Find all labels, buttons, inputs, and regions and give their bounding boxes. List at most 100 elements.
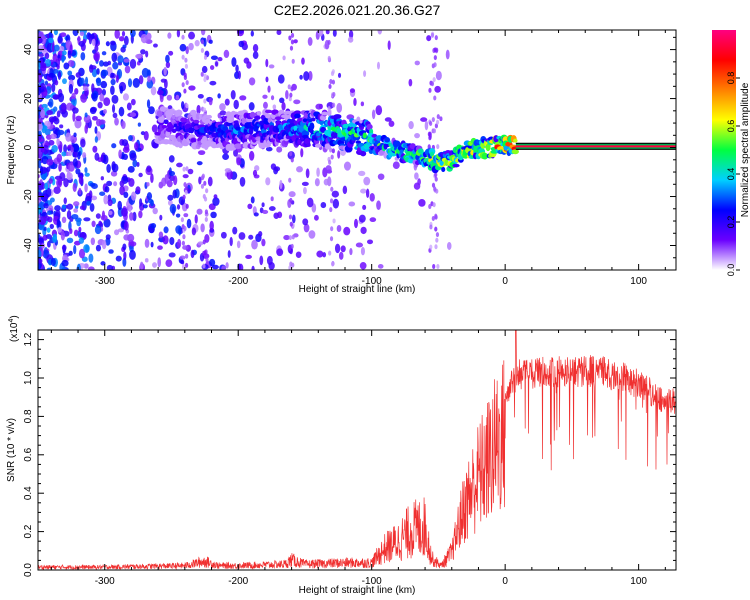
spectrogram-noise-cell <box>295 251 302 258</box>
spectrogram-signal-cell <box>294 113 301 119</box>
spectrogram-noise-cell <box>219 110 227 116</box>
spectrogram-streak-cell <box>287 246 292 252</box>
spectrogram-noise-cell <box>51 43 56 53</box>
spectrogram-noise-cell <box>150 241 154 248</box>
spectrogram-noise-cell <box>66 203 74 210</box>
spectrogram-noise-cell <box>190 249 195 259</box>
spectrogram-streak-cell <box>181 34 185 40</box>
spectrogram-noise-cell <box>250 30 254 37</box>
spectrogram-noise-cell <box>40 109 46 119</box>
spectrogram-noise-cell <box>227 250 231 258</box>
spectrogram-streak-cell <box>200 39 205 45</box>
spectrogram-noise-cell <box>100 80 108 89</box>
spectrogram-noise-cell <box>105 234 111 240</box>
spectrogram-signal-cell <box>324 143 332 150</box>
spectrogram-noise-cell <box>38 237 44 243</box>
spectrogram-noise-cell <box>248 234 254 240</box>
spectrogram-noise-cell <box>150 173 154 184</box>
spectrogram-streak-cell <box>181 54 185 60</box>
spectrogram-noise-cell <box>38 36 43 43</box>
spectrogram-noise-cell <box>91 67 98 78</box>
spectrogram-noise-cell <box>252 44 259 53</box>
spectrogram-noise-cell <box>88 253 94 263</box>
spectrogram-noise-cell <box>52 94 60 100</box>
spectrogram-noise-cell <box>90 237 96 246</box>
spectrogram-signal-cell <box>371 133 378 138</box>
spectrogram-noise-cell <box>165 61 171 69</box>
spectrogram-noise-cell <box>101 69 109 77</box>
spectrogram-noise-cell <box>408 121 414 130</box>
spectrogram-noise-cell <box>358 170 366 177</box>
spectrogram-noise-cell <box>71 98 76 106</box>
spectrogram-signal-cell <box>452 163 460 168</box>
spectrogram-noise-cell <box>138 75 144 85</box>
spectrogram-streak-cell <box>434 213 438 219</box>
snr-multiplier: (x104) <box>8 315 20 342</box>
spectrogram-noise-cell <box>180 101 185 110</box>
spectrogram-noise-cell <box>106 264 113 270</box>
spectrogram-signal-cell <box>306 143 311 147</box>
spectrogram-noise-cell <box>129 241 137 247</box>
spectrogram-noise-cell <box>230 89 236 100</box>
spectrogram-streak-cell <box>200 183 205 189</box>
spectrogram-noise-cell <box>366 239 374 245</box>
spectrogram-noise-cell <box>150 199 154 207</box>
spectrogram-noise-cell <box>272 104 277 110</box>
spectrogram-noise-cell <box>52 53 58 63</box>
spectrogram-noise-cell <box>123 251 127 260</box>
spectrogram-noise-cell <box>42 144 49 155</box>
spectrogram-noise-cell <box>68 250 73 256</box>
spectrogram-noise-cell <box>73 229 79 237</box>
spectrogram-noise-cell <box>270 95 275 101</box>
spectrogram-noise-cell <box>140 33 148 44</box>
spectrogram-noise-cell <box>194 39 200 47</box>
spectrogram-noise-cell <box>414 172 419 180</box>
spectrogram-noise-cell <box>49 223 55 230</box>
spectrogram-streak-cell <box>184 57 188 63</box>
spectrogram-streak-cell <box>202 107 207 113</box>
spectrogram-streak-cell <box>436 114 440 120</box>
spectrogram-noise-cell <box>45 187 52 198</box>
spectrogram-y-tick-label: -40 <box>23 238 34 253</box>
spectrogram-signal-cell <box>384 137 391 143</box>
spectrogram-noise-cell <box>57 129 65 136</box>
spectrogram-noise-cell <box>277 211 283 219</box>
spectrogram-noise-cell <box>38 85 42 96</box>
spectrogram-noise-cell <box>369 193 375 202</box>
spectrogram-noise-cell <box>132 211 137 222</box>
spectrogram-noise-cell <box>188 31 196 40</box>
spectrogram-noise-cell <box>198 176 202 185</box>
spectrogram-streak-cell <box>327 39 331 45</box>
spectrogram-noise-cell <box>316 250 324 258</box>
spectrogram-noise-cell <box>106 164 111 173</box>
spectrogram-noise-cell <box>46 227 51 233</box>
spectrogram-noise-cell <box>261 238 266 247</box>
spectrogram-noise-cell <box>110 78 116 86</box>
spectrogram-noise-cell <box>188 42 194 51</box>
spectrogram-x-tick-label: -100 <box>362 276 382 287</box>
spectrogram-noise-cell <box>348 30 354 39</box>
spectrogram-signal-cell <box>180 117 188 123</box>
spectrogram-noise-cell <box>38 72 43 83</box>
spectrogram-noise-cell <box>281 102 286 111</box>
spectrogram-noise-cell <box>172 189 177 199</box>
spectrogram-noise-cell <box>377 173 385 180</box>
spectrogram-noise-cell <box>146 69 151 77</box>
spectrogram-noise-cell <box>73 201 80 207</box>
spectrogram-signal-cell <box>156 110 163 118</box>
spectrogram-noise-cell <box>102 61 109 67</box>
spectrogram-noise-cell <box>175 213 181 218</box>
spectrogram-noise-cell <box>308 230 316 239</box>
spectrogram-noise-cell <box>336 102 343 113</box>
spectrogram-noise-cell <box>214 61 219 67</box>
spectrogram-noise-cell <box>376 61 380 70</box>
spectrogram-signal-cell <box>304 138 311 145</box>
spectrogram-x-tick-label: -200 <box>228 276 248 287</box>
spectrogram-noise-cell <box>248 102 255 111</box>
spectrogram-noise-cell <box>111 94 119 104</box>
spectrogram-streak-cell <box>203 196 208 202</box>
spectrogram-noise-cell <box>220 231 227 239</box>
spectrogram-streak-cell <box>427 131 431 137</box>
spectrogram-noise-cell <box>100 176 105 181</box>
spectrogram-noise-cell <box>239 95 247 101</box>
